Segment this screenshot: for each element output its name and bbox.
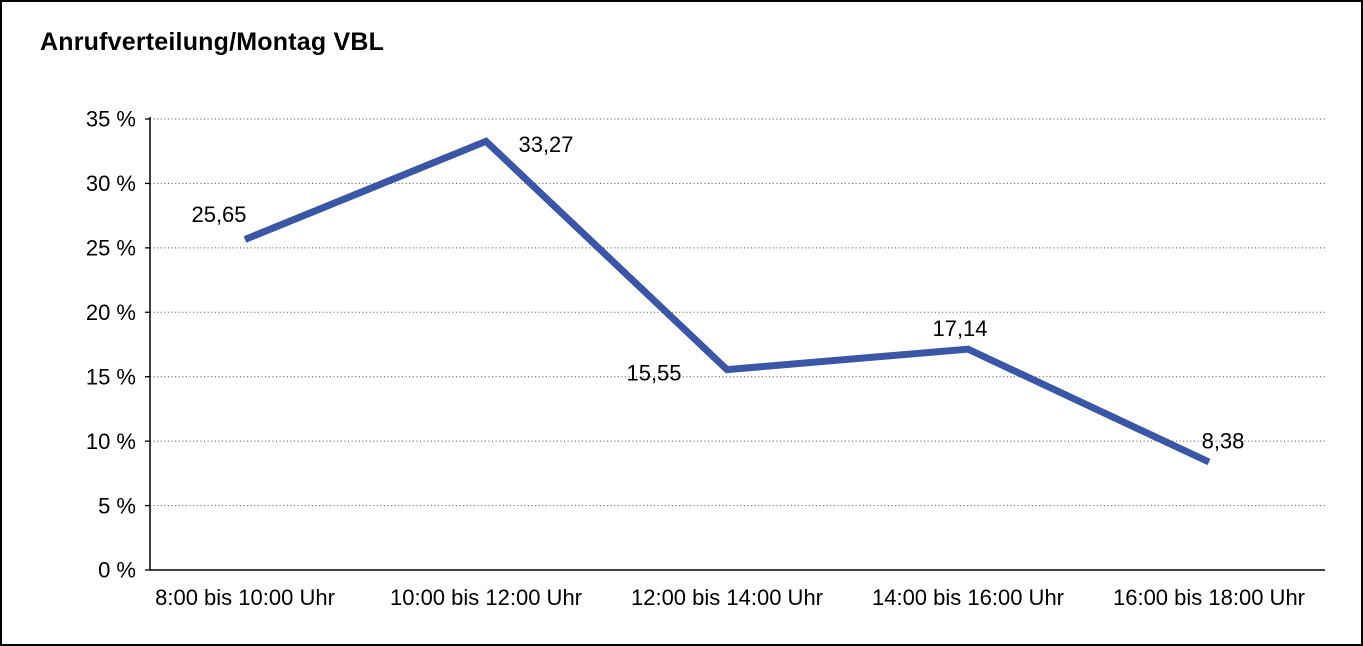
chart-title: Anrufverteilung/Montag VBL xyxy=(40,28,385,56)
y-axis-tick-label: 20 % xyxy=(86,300,136,325)
y-axis-tick-label: 10 % xyxy=(86,429,136,454)
y-axis-tick-label: 35 % xyxy=(86,107,136,132)
x-axis-label: 16:00 bis 18:00 Uhr xyxy=(1113,585,1305,610)
y-axis-tick-label: 30 % xyxy=(86,171,136,196)
data-point-label: 25,65 xyxy=(191,202,246,227)
data-point-label: 15,55 xyxy=(626,360,681,385)
y-axis-tick-label: 5 % xyxy=(98,493,136,518)
series-line xyxy=(243,137,1211,466)
data-point-label: 17,14 xyxy=(932,316,987,341)
x-axis-label: 10:00 bis 12:00 Uhr xyxy=(390,585,582,610)
x-axis-label: 12:00 bis 14:00 Uhr xyxy=(631,585,823,610)
y-axis-tick-label: 15 % xyxy=(86,364,136,389)
y-axis-tick-label: 25 % xyxy=(86,236,136,261)
y-axis-tick-label: 0 % xyxy=(98,558,136,583)
data-point-label: 33,27 xyxy=(518,132,573,157)
x-axis-label: 14:00 bis 16:00 Uhr xyxy=(872,585,1064,610)
data-point-label: 8,38 xyxy=(1202,429,1245,454)
x-axis-label: 8:00 bis 10:00 Uhr xyxy=(155,585,335,610)
